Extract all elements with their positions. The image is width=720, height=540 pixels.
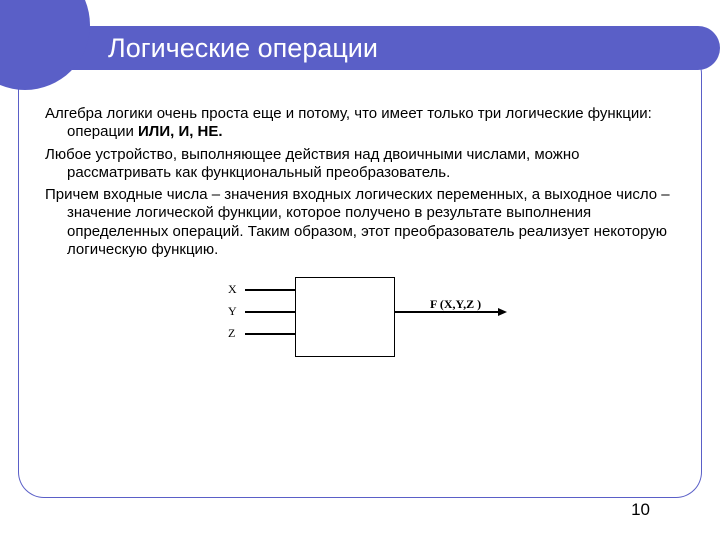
title-bar: Логические операции [0, 26, 720, 70]
slide-title: Логические операции [108, 33, 378, 64]
paragraph-2: Любое устройство, выполняющее действия н… [45, 146, 675, 183]
paragraph-1-text: Алгебра логики очень проста еще и потому… [45, 105, 652, 140]
paragraph-1-bold: ИЛИ, И, НЕ. [138, 123, 223, 140]
diagram-box [295, 277, 395, 357]
diagram-arrow-head [498, 308, 507, 316]
diagram-line-in-y [245, 311, 295, 313]
diagram-input-x: X [228, 282, 237, 297]
page-number: 10 [631, 500, 650, 520]
paragraph-1: Алгебра логики очень проста еще и потому… [45, 105, 675, 142]
content-frame: Алгебра логики очень проста еще и потому… [18, 48, 702, 498]
paragraph-3: Причем входные числа – значения входных … [45, 186, 675, 259]
diagram-input-z: Z [228, 326, 235, 341]
block-diagram: X Y Z F (X,Y,Z ) [170, 269, 550, 379]
diagram-input-y: Y [228, 304, 237, 319]
diagram-line-in-z [245, 333, 295, 335]
diagram-output-label: F (X,Y,Z ) [430, 297, 481, 312]
diagram-line-in-x [245, 289, 295, 291]
